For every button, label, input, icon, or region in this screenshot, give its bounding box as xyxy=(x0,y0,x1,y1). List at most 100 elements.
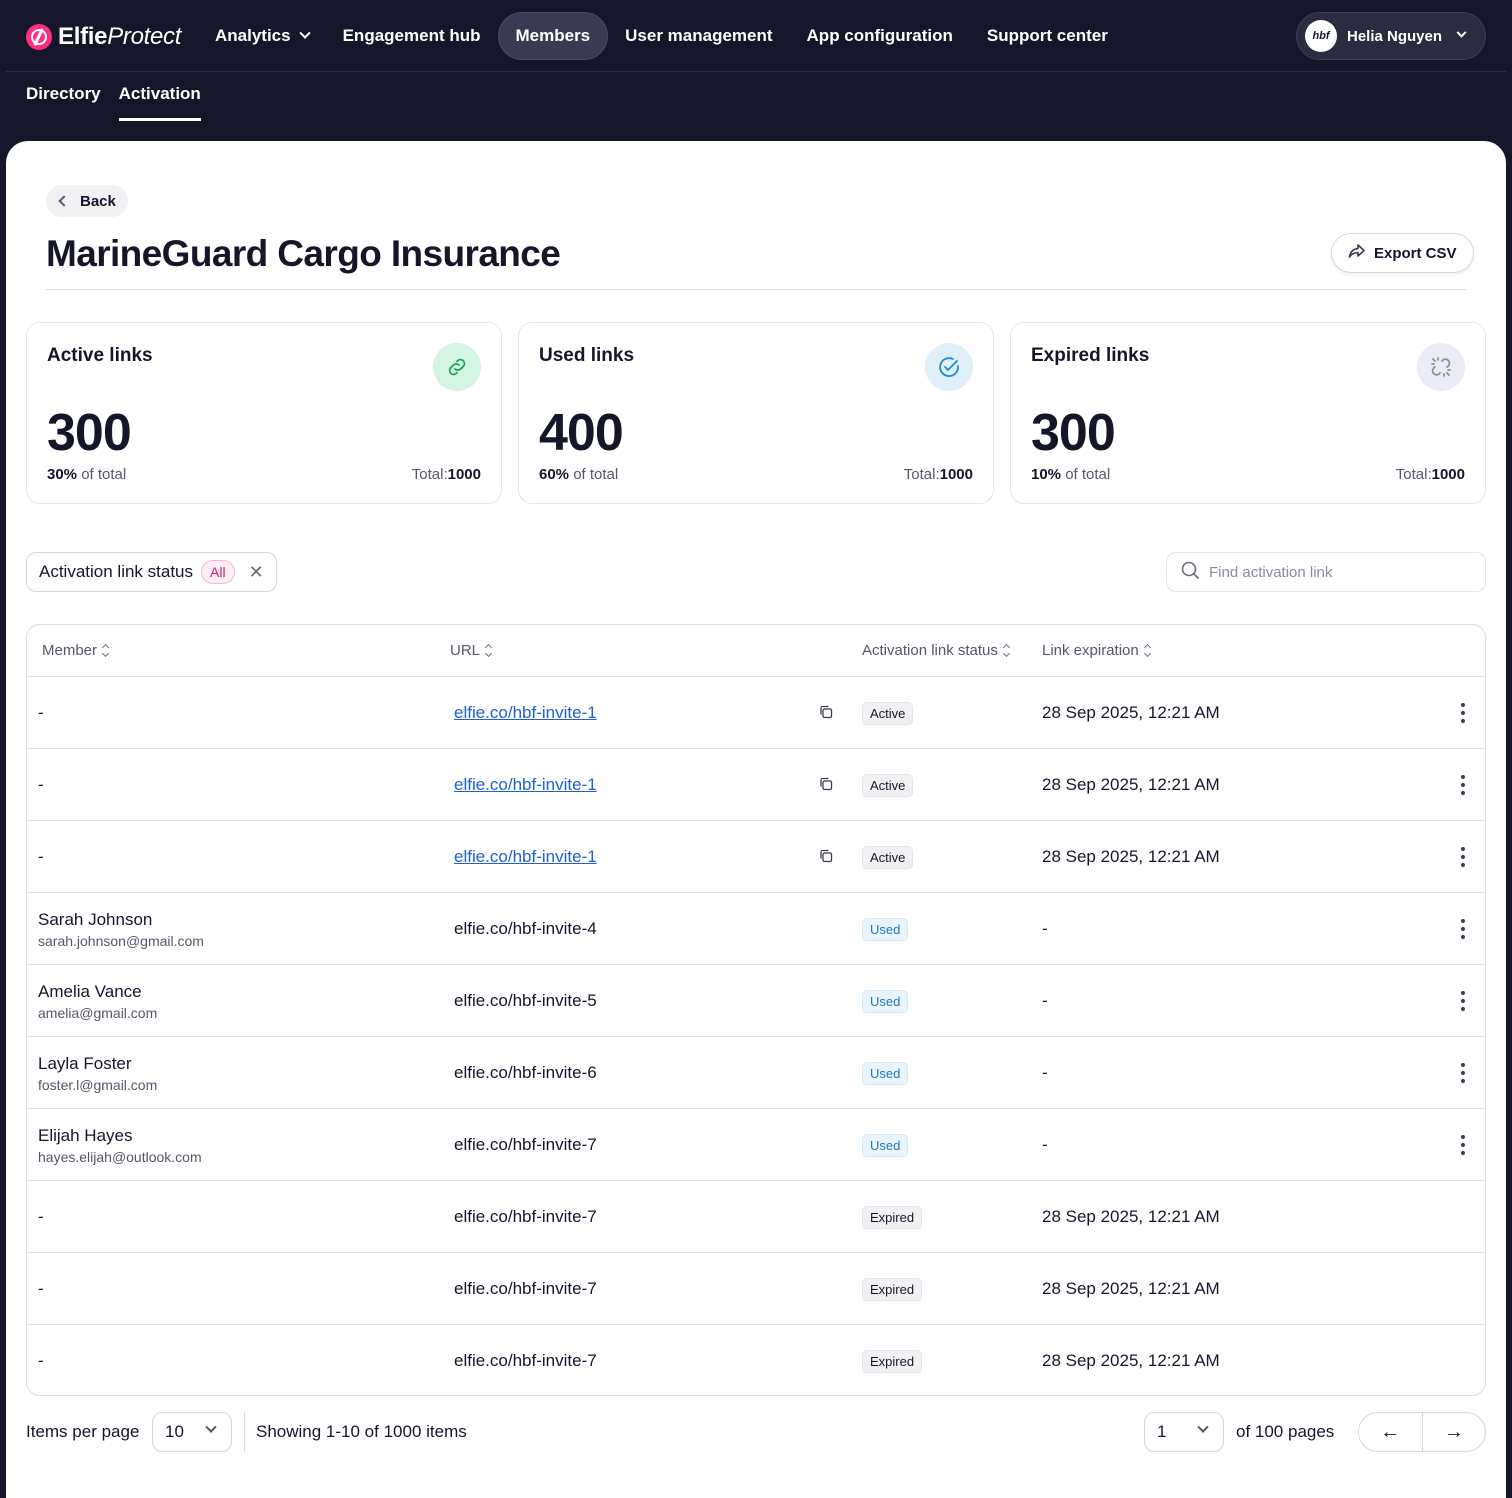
more-options-icon[interactable] xyxy=(1457,1063,1469,1083)
status-badge: Active xyxy=(862,845,914,869)
activation-url: elfie.co/hbf-invite-7 xyxy=(454,1135,597,1154)
more-options-icon[interactable] xyxy=(1457,847,1469,867)
column-header-url[interactable]: URL xyxy=(450,642,493,659)
more-options-icon[interactable] xyxy=(1457,703,1469,723)
stat-percentage: 60% of total xyxy=(539,466,619,483)
expiration-cell: - xyxy=(1042,893,1048,965)
showing-items-text: Showing 1-10 of 1000 items xyxy=(256,1422,467,1441)
items-per-page-select[interactable]: 10 xyxy=(152,1412,232,1452)
url-cell: elfie.co/hbf-invite-5 xyxy=(454,965,834,1037)
member-name: Amelia Vance xyxy=(38,981,142,1001)
status-cell: Expired xyxy=(862,1181,923,1253)
nav-item-support-center[interactable]: Support center xyxy=(986,26,1108,45)
member-cell: - xyxy=(38,821,438,893)
back-button[interactable]: Back xyxy=(46,185,128,217)
link-expiration: 28 Sep 2025, 12:21 AM xyxy=(1042,1207,1220,1226)
url-cell: elfie.co/hbf-invite-4 xyxy=(454,893,834,965)
status-badge: Used xyxy=(862,917,909,941)
status-cell: Used xyxy=(862,1037,909,1109)
expiration-cell: 28 Sep 2025, 12:21 AM xyxy=(1042,821,1220,893)
nav-item-user-management[interactable]: User management xyxy=(625,26,773,45)
export-csv-button[interactable]: Export CSV xyxy=(1331,233,1474,273)
activation-url: elfie.co/hbf-invite-6 xyxy=(454,1063,597,1082)
expiration-cell: 28 Sep 2025, 12:21 AM xyxy=(1042,1253,1220,1325)
member-cell: Elijah Hayes hayes.elijah@outlook.com xyxy=(38,1109,438,1181)
nav-item-engagement-hub[interactable]: Engagement hub xyxy=(342,26,481,45)
stat-value: 400 xyxy=(539,404,624,462)
member-cell: Sarah Johnson sarah.johnson@gmail.com xyxy=(38,893,438,965)
status-cell: Used xyxy=(862,1109,909,1181)
copy-icon[interactable] xyxy=(819,849,833,863)
table-row: - elfie.co/hbf-invite-7 Expired 28 Sep 2025… xyxy=(27,1325,1485,1395)
more-options-icon[interactable] xyxy=(1457,1135,1469,1155)
next-page-button[interactable]: → xyxy=(1423,1413,1486,1451)
column-header-status[interactable]: Activation link status xyxy=(862,642,1010,659)
copy-icon[interactable] xyxy=(819,705,833,719)
table-row: - elfie.co/hbf-invite-1 Active 28 Sep 2025,… xyxy=(27,821,1485,893)
nav-item-members[interactable]: Members xyxy=(497,12,609,60)
user-name: Helia Nguyen xyxy=(1347,27,1443,45)
link-expiration: 28 Sep 2025, 12:21 AM xyxy=(1042,703,1220,722)
activation-url[interactable]: elfie.co/hbf-invite-1 xyxy=(454,775,597,794)
stat-total: Total:1000 xyxy=(411,466,481,483)
copy-icon[interactable] xyxy=(819,777,833,791)
more-options-icon[interactable] xyxy=(1457,775,1469,795)
search-input[interactable] xyxy=(1209,563,1469,581)
items-per-page-label: Items per page xyxy=(26,1422,140,1441)
url-cell: elfie.co/hbf-invite-7 xyxy=(454,1253,834,1325)
more-options-icon[interactable] xyxy=(1457,919,1469,939)
link-icon xyxy=(433,343,481,391)
tab-activation[interactable]: Activation xyxy=(118,84,201,121)
member-cell: - xyxy=(38,1181,438,1253)
more-options-icon[interactable] xyxy=(1457,991,1469,1011)
status-badge: Used xyxy=(862,1061,909,1085)
nav-item-app-configuration[interactable]: App configuration xyxy=(806,26,953,45)
member-cell: Layla Foster foster.l@gmail.com xyxy=(38,1037,438,1109)
member-email: foster.l@gmail.com xyxy=(38,1076,158,1093)
expiration-cell: 28 Sep 2025, 12:21 AM xyxy=(1042,1181,1220,1253)
nav-item-analytics[interactable]: Analytics xyxy=(198,12,326,60)
tab-directory[interactable]: Directory xyxy=(26,84,101,103)
column-header-member[interactable]: Member xyxy=(42,642,110,659)
expiration-cell: - xyxy=(1042,1037,1048,1109)
member-name: - xyxy=(38,1351,44,1370)
brand-name: ElfieProtect xyxy=(58,23,182,50)
link-expiration: 28 Sep 2025, 12:21 AM xyxy=(1042,1351,1220,1370)
chevron-down-icon xyxy=(205,1421,217,1433)
chevron-down-icon xyxy=(1197,1421,1209,1433)
sort-icon xyxy=(1143,643,1151,658)
member-email: sarah.johnson@gmail.com xyxy=(38,932,204,949)
chevron-down-icon xyxy=(298,27,311,39)
expiration-cell: 28 Sep 2025, 12:21 AM xyxy=(1042,749,1220,821)
column-header-link-expiration[interactable]: Link expiration xyxy=(1042,642,1151,659)
member-email: amelia@gmail.com xyxy=(38,1004,158,1021)
brand-logo[interactable]: ElfieProtect xyxy=(26,22,181,52)
table-row: - elfie.co/hbf-invite-7 Expired 28 Sep 2025… xyxy=(27,1253,1485,1325)
close-icon[interactable]: ✕ xyxy=(248,561,264,582)
status-filter-chip[interactable]: Activation link status All ✕ xyxy=(26,552,277,592)
member-name: Sarah Johnson xyxy=(38,909,153,929)
link-expiration: 28 Sep 2025, 12:21 AM xyxy=(1042,775,1220,794)
page-select[interactable]: 1 xyxy=(1144,1412,1224,1452)
status-cell: Active xyxy=(862,821,914,893)
user-menu[interactable]: hbf Helia Nguyen xyxy=(1296,12,1486,60)
previous-page-button[interactable]: ← xyxy=(1359,1413,1423,1451)
status-cell: Expired xyxy=(862,1253,923,1325)
member-cell: Amelia Vance amelia@gmail.com xyxy=(38,965,438,1037)
status-badge: Expired xyxy=(862,1277,923,1301)
expiration-cell: - xyxy=(1042,1109,1048,1181)
main-content: Back MarineGuard Cargo Insurance Export … xyxy=(6,141,1506,1498)
stat-card-active-links: Active links 300 30% of total Total:1000 xyxy=(26,322,502,504)
table-row: - elfie.co/hbf-invite-7 Expired 28 Sep 2025… xyxy=(27,1181,1485,1253)
activation-url[interactable]: elfie.co/hbf-invite-1 xyxy=(454,703,597,722)
activation-url[interactable]: elfie.co/hbf-invite-1 xyxy=(454,847,597,866)
arrow-right-icon: → xyxy=(1443,1420,1464,1443)
stat-value: 300 xyxy=(47,404,132,462)
stat-value: 300 xyxy=(1031,404,1116,462)
table-row: Amelia Vance amelia@gmail.com elfie.co/hbf… xyxy=(27,965,1485,1037)
member-cell: - xyxy=(38,677,438,749)
table-header: Member URL Activation link status Link e… xyxy=(27,625,1485,677)
search-box[interactable] xyxy=(1166,552,1486,592)
main-nav: Analytics Engagement hub Members User ma… xyxy=(198,12,1125,60)
status-badge: Expired xyxy=(862,1205,923,1229)
